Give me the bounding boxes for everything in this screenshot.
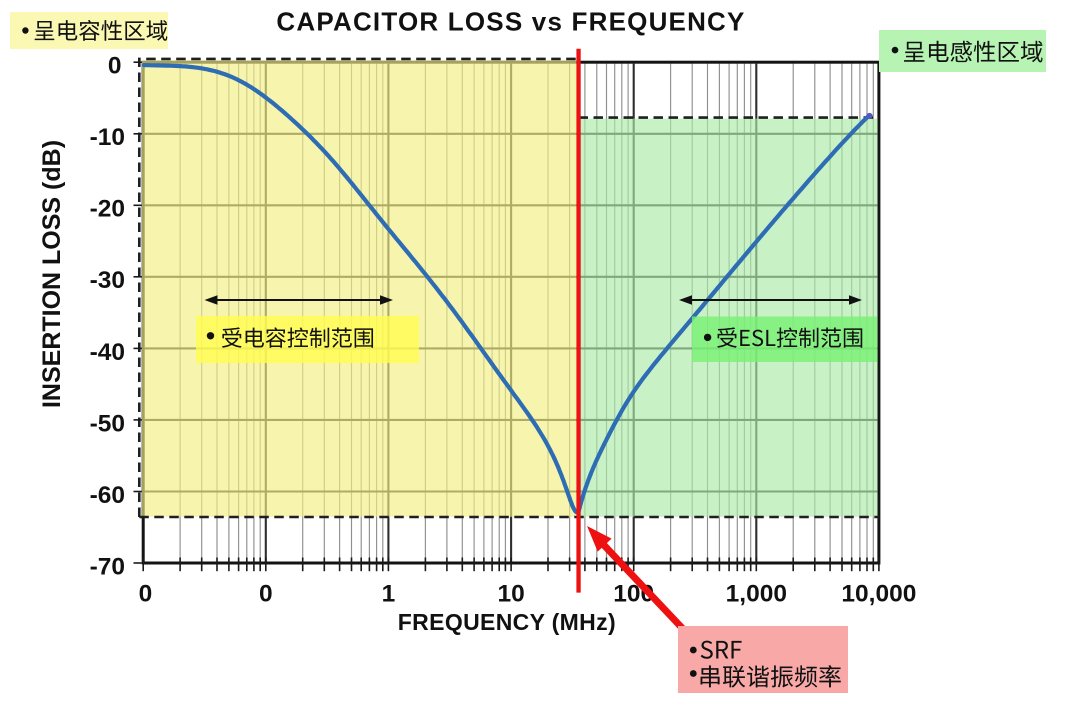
svg-text:FREQUENCY (MHz): FREQUENCY (MHz) — [398, 609, 616, 635]
svg-text:-50: -50 — [90, 410, 125, 437]
svg-text:-70: -70 — [90, 553, 125, 580]
svg-text:0: 0 — [259, 581, 273, 608]
svg-text:0: 0 — [139, 581, 153, 608]
svg-text:-40: -40 — [90, 339, 125, 366]
svg-text:-20: -20 — [90, 196, 125, 223]
svg-text:1: 1 — [382, 581, 396, 608]
svg-text:-60: -60 — [90, 482, 125, 509]
svg-text:-10: -10 — [90, 124, 125, 151]
svg-text:CAPACITOR LOSS vs FREQUENCY: CAPACITOR LOSS vs FREQUENCY — [276, 7, 745, 37]
svg-text:0: 0 — [108, 53, 122, 80]
svg-text:1,000: 1,000 — [726, 581, 787, 608]
svg-text:10: 10 — [497, 581, 524, 608]
svg-text:INSERTION LOSS (dB): INSERTION LOSS (dB) — [38, 140, 66, 408]
svg-text:10,000: 10,000 — [841, 581, 916, 608]
svg-text:-30: -30 — [90, 267, 125, 294]
